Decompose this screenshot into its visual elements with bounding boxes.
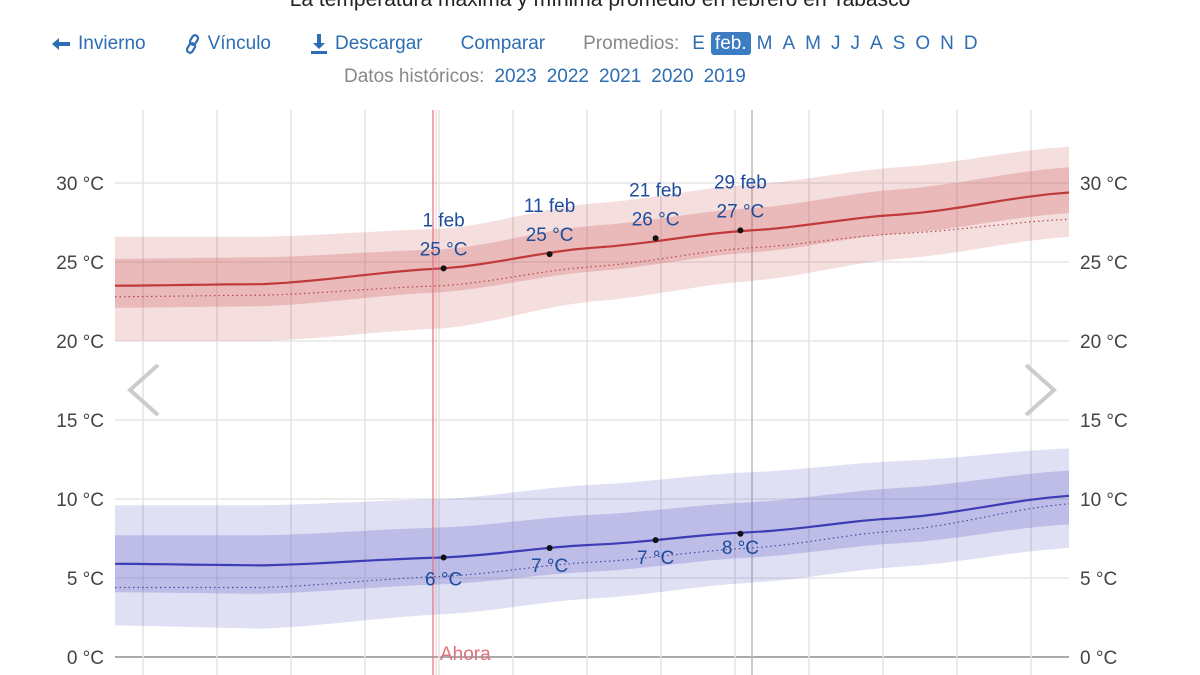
y-tick-label-right: 5 °C xyxy=(1080,569,1117,590)
back-link[interactable]: Invierno xyxy=(50,33,146,55)
annotation-date-label: 21 feb xyxy=(629,180,682,201)
y-tick-label-right: 0 °C xyxy=(1080,648,1117,669)
annotation-date-label: 29 feb xyxy=(714,172,767,193)
annotation-high-label: 25 °C xyxy=(526,225,574,246)
year-link-2022[interactable]: 2022 xyxy=(546,66,590,87)
chevron-left-icon[interactable] xyxy=(126,363,160,417)
historical-label: Datos históricos: xyxy=(344,66,485,87)
month-5[interactable]: J xyxy=(830,33,841,54)
y-tick-label-left: 25 °C xyxy=(56,253,104,274)
month-0[interactable]: E xyxy=(692,33,705,54)
month-1[interactable]: feb. xyxy=(710,32,751,55)
low-dotted-line xyxy=(115,503,1070,589)
month-9[interactable]: O xyxy=(915,33,931,54)
back-link-label: Invierno xyxy=(78,33,146,54)
annotation-high-label: 25 °C xyxy=(420,239,468,260)
compare-link[interactable]: Comparar xyxy=(461,33,545,55)
download-label: Descargar xyxy=(334,33,423,54)
permalink-link[interactable]: Vínculo xyxy=(184,33,271,55)
low-band-25-75 xyxy=(115,470,1069,594)
high-dotted-line xyxy=(114,218,1070,298)
low-point xyxy=(652,537,659,544)
y-tick-label-right: 15 °C xyxy=(1080,411,1128,432)
annotation-date-label: 11 feb xyxy=(524,196,575,217)
annotation-date-label: 1 feb xyxy=(422,210,464,231)
high-point xyxy=(440,265,447,272)
arrow-left-icon xyxy=(52,38,70,50)
month-11[interactable]: D xyxy=(963,33,978,54)
high-mean-line xyxy=(114,191,1070,287)
y-tick-label-right: 25 °C xyxy=(1080,253,1128,274)
annotation-low-label: 6 °C xyxy=(425,569,462,590)
now-label: Ahora xyxy=(440,644,491,665)
chevron-right-icon[interactable] xyxy=(1024,363,1058,417)
chart-title: La temperatura máxima y mínima promedio … xyxy=(0,0,1200,12)
link-icon xyxy=(185,34,199,54)
annotation-low-label: 7 °C xyxy=(637,548,674,569)
annotation-low-label: 8 °C xyxy=(722,538,759,559)
y-tick-label-left: 5 °C xyxy=(67,569,104,590)
download-link[interactable]: Descargar xyxy=(309,33,423,55)
year-link-2023[interactable]: 2023 xyxy=(494,66,537,87)
annotation-high-label: 26 °C xyxy=(632,209,680,230)
y-tick-label-left: 0 °C xyxy=(67,648,104,669)
low-point xyxy=(440,554,447,561)
high-point xyxy=(737,227,744,234)
y-tick-label-left: 30 °C xyxy=(56,174,104,195)
historical-data: Datos históricos: 2023 2022 2021 2020 2019 xyxy=(344,66,746,88)
year-link-2019[interactable]: 2019 xyxy=(703,66,746,87)
year-link-2021[interactable]: 2021 xyxy=(599,66,642,87)
month-4[interactable]: M xyxy=(805,33,821,54)
y-tick-label-right: 10 °C xyxy=(1080,490,1128,511)
y-tick-label-left: 15 °C xyxy=(56,411,104,432)
download-icon xyxy=(310,34,327,54)
high-point xyxy=(652,235,659,242)
month-2[interactable]: M xyxy=(756,33,773,54)
y-tick-label-right: 20 °C xyxy=(1080,332,1128,353)
low-point xyxy=(546,544,553,551)
year-links: 2023 2022 2021 2020 2019 xyxy=(494,66,745,88)
y-tick-label-left: 20 °C xyxy=(56,332,104,353)
y-tick-label-right: 30 °C xyxy=(1080,174,1128,195)
y-tick-label-left: 10 °C xyxy=(56,490,104,511)
permalink-label: Vínculo xyxy=(207,33,271,54)
month-6[interactable]: J xyxy=(850,33,860,54)
low-mean-line xyxy=(114,494,1070,567)
averages-label: Promedios: xyxy=(583,33,680,54)
month-10[interactable]: N xyxy=(940,33,954,54)
low-band-10-90 xyxy=(115,448,1069,629)
month-7[interactable]: A xyxy=(869,33,883,54)
annotation-high-label: 27 °C xyxy=(717,201,765,222)
compare-label: Comparar xyxy=(460,33,546,54)
annotation-low-label: 7 °C xyxy=(531,556,568,577)
low-point xyxy=(737,530,744,537)
year-link-2020[interactable]: 2020 xyxy=(651,66,694,87)
high-band-25-75 xyxy=(115,167,1069,308)
month-3[interactable]: A xyxy=(782,33,796,54)
month-8[interactable]: S xyxy=(892,33,906,54)
high-point xyxy=(546,251,553,258)
chart-nav: Invierno Vínculo Descargar Comparar Prom… xyxy=(50,31,983,57)
high-band-10-90 xyxy=(115,146,1069,341)
